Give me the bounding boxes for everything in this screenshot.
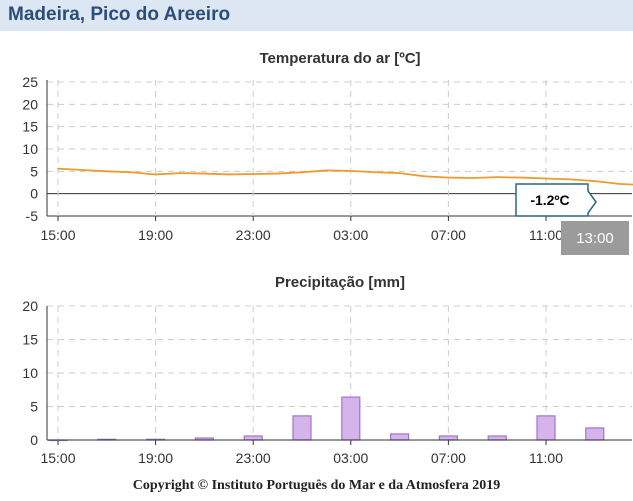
station-header: Madeira, Pico do Areeiro [0,0,633,31]
temperature-line-segment [398,172,425,178]
precipitation-bar [438,435,458,441]
precipitation-bars [47,396,632,442]
precipitation-x-tick-label: 07:00 [431,450,466,466]
current-time-label: 13:00 [576,230,614,247]
temperature-line-segment [569,178,596,183]
temperature-y-tick-label: 5 [30,163,38,179]
precipitation-bar [292,415,312,441]
precipitation-y-axis: 20 15 10 5 0 [22,298,38,448]
temperature-y-tick-label: 25 [22,74,38,90]
temperature-y-tick-label: 0 [30,186,38,202]
temperature-x-tick-label: 23:00 [236,227,271,243]
precipitation-y-tick-label: 10 [22,365,38,381]
temperature-chart-title: Temperatura do ar [ºC] [259,50,420,67]
precipitation-x-tick-label: 23:00 [236,450,271,466]
precipitation-y-tick-label: 0 [30,432,38,448]
station-title: Madeira, Pico do Areeiro [8,4,231,25]
temperature-line-segment [423,175,450,179]
temperature-x-tick-label: 19:00 [138,227,173,243]
current-value-label: -1.2ºC [530,192,569,208]
temperature-line-segment [154,172,181,176]
precipitation-x-tick-label: 15:00 [40,450,75,466]
precipitation-y-tick-label: 5 [30,399,38,415]
precipitation-x-axis: 15:00 19:00 23:00 03:00 07:00 11:00 [40,440,563,466]
precipitation-bar [487,435,507,441]
temperature-line-segment [374,171,401,175]
temperature-y-tick-label: 10 [22,141,38,157]
precipitation-x-tick-label: 19:00 [138,450,173,466]
temperature-x-tick-label: 15:00 [40,227,75,243]
temperature-line-segment [618,182,633,186]
precipitation-x-tick-label: 11:00 [529,450,563,466]
precipitation-chart-title: Precipitação [mm] [275,274,405,291]
precipitation-bar [341,396,361,441]
temperature-y-tick-label: 15 [22,119,38,135]
temperature-line-segment [593,180,621,185]
temperature-line-segment [276,171,303,175]
temperature-x-tick-label: 11:00 [529,227,563,243]
temperature-line-segment [349,169,377,174]
temperature-y-tick-label: -5 [26,208,39,224]
temperature-y-tick-label: 20 [22,96,38,112]
precipitation-grid [46,305,632,440]
temperature-line-segment [471,176,499,179]
precipitation-bar [243,435,263,441]
temperature-line-segment [81,169,108,173]
temperature-line-segment [520,176,547,180]
precipitation-bar [536,415,556,441]
current-time-badge [561,221,629,255]
temperature-line-segment [57,167,84,171]
temperature-line-segment [105,170,133,174]
temperature-chart[interactable]: Temperatura do ar [ºC] 25 20 15 10 5 0 -5 15:0… [0,40,633,262]
precipitation-chart[interactable]: Precipitação [mm] 20 15 10 5 0 15:00 19:00 23:… [0,268,633,473]
precipitation-x-tick-label: 03:00 [333,450,368,466]
precipitation-y-tick-label: 15 [22,332,38,348]
precipitation-y-tick-label: 20 [22,298,38,314]
current-value-tooltip [515,183,597,217]
precipitation-bar [585,427,605,441]
temperature-x-axis: 15:00 19:00 23:00 03:00 07:00 11:00 [40,216,563,243]
current-reading: -1.2ºC 13:00 [515,183,629,255]
temperature-x-tick-label: 03:00 [333,227,368,243]
temperature-series [57,167,633,186]
temperature-line-segment [545,177,572,181]
precipitation-bar [390,433,410,441]
temperature-line-segment [130,171,157,176]
temperature-x-tick-label: 07:00 [431,227,466,243]
temperature-line-segment [301,169,328,174]
temperature-line-segment [203,172,230,176]
copyright-notice: Copyright © Instituto Português do Mar e… [132,478,501,493]
temperature-y-axis: 25 20 15 10 5 0 -5 [22,74,38,224]
